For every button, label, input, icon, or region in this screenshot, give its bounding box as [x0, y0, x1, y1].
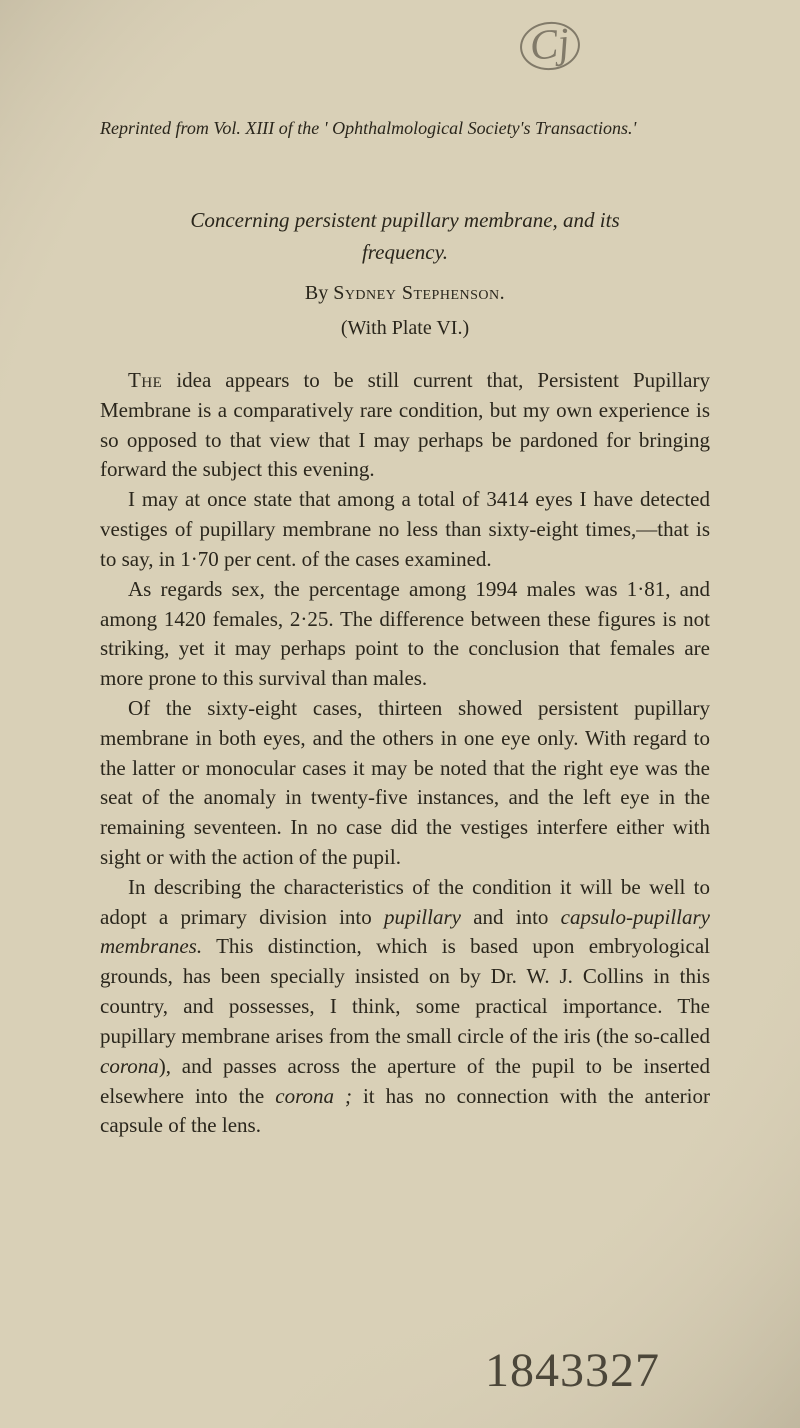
body-text: The idea appears to be still current tha… — [100, 366, 710, 1141]
reprint-citation: Reprinted from Vol. XIII of the ' Ophtha… — [100, 118, 710, 139]
author-line: By Sydney Stephenson. — [100, 282, 710, 305]
p1-rest: idea appears to be still current that, P… — [100, 368, 710, 481]
p5-italic-pupillary: pupillary — [384, 905, 461, 929]
p5-italic-corona-2: corona ; — [275, 1084, 352, 1108]
paragraph-4: Of the sixty-eight cases, thirteen showe… — [100, 694, 710, 873]
title-line-2: frequency. — [362, 240, 448, 264]
article-title: Concerning persistent pupillary membrane… — [100, 205, 710, 268]
handwritten-id-number: 1843327 — [485, 1343, 660, 1398]
plate-reference: (With Plate VI.) — [100, 317, 710, 340]
author-by: By — [305, 282, 333, 304]
paragraph-1: The idea appears to be still current tha… — [100, 366, 710, 485]
paragraph-3: As regards sex, the percentage among 199… — [100, 575, 710, 694]
title-line-1: Concerning persistent pupillary membrane… — [190, 208, 619, 232]
p5-b: and into — [461, 905, 561, 929]
p5-italic-corona-1: corona — [100, 1054, 159, 1078]
author-name: Sydney Stephenson. — [333, 282, 505, 304]
p1-lead-word: The — [128, 368, 162, 392]
paragraph-2: I may at once state that among a total o… — [100, 485, 710, 574]
document-page: Cj Reprinted from Vol. XIII of the ' Oph… — [0, 0, 800, 1428]
paragraph-5: In describing the characteristics of the… — [100, 873, 710, 1141]
stamp-mark: Cj — [518, 19, 582, 73]
